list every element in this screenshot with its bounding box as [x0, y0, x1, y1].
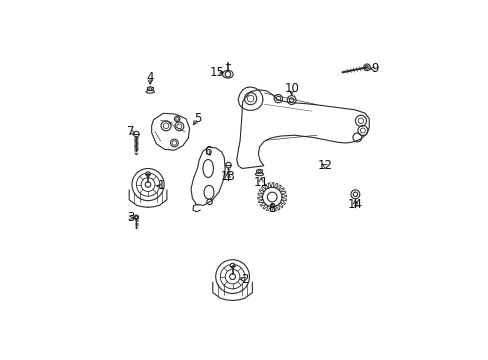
Text: 14: 14	[347, 198, 362, 211]
Text: 13: 13	[220, 170, 235, 183]
Circle shape	[363, 64, 369, 71]
Circle shape	[133, 131, 139, 137]
Text: 7: 7	[127, 125, 134, 138]
Text: 6: 6	[203, 145, 211, 158]
Text: 2: 2	[240, 273, 248, 286]
Circle shape	[145, 172, 150, 176]
Text: 5: 5	[194, 112, 201, 125]
Text: 9: 9	[370, 62, 378, 75]
Text: 1: 1	[157, 179, 165, 193]
Text: 3: 3	[127, 211, 134, 224]
Circle shape	[230, 263, 234, 268]
Text: 11: 11	[253, 176, 268, 189]
Text: 4: 4	[146, 71, 154, 84]
Text: 12: 12	[317, 159, 332, 172]
Text: 10: 10	[284, 82, 299, 95]
Text: 8: 8	[268, 202, 275, 215]
Text: 15: 15	[209, 66, 224, 79]
